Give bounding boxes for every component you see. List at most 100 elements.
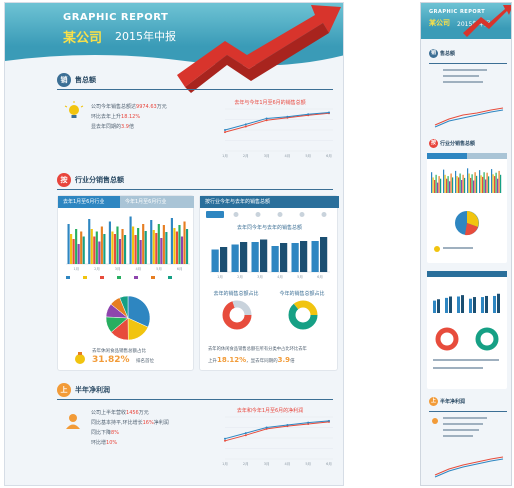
x-tick-label: 1月 [222,153,228,158]
tab-last-year[interactable]: 去年1月至6月行业 [58,196,120,208]
thumb-bar [497,293,500,313]
thumb-title-1: 售总额 [440,51,456,57]
section1-chart-title: 去年与今年1月至6月的销售总额 [234,100,306,106]
bar [220,247,228,272]
industry-filter-chips[interactable] [206,211,334,219]
data-point [328,111,330,114]
thumb-bar [495,172,497,193]
comparison-bar-chart: 1月 2月 3月 4月 5月 6月 [210,237,330,279]
thumb-bar [458,177,460,193]
x-tick-label: 2月 [243,461,249,466]
thumb-bar [476,175,478,193]
infographic-main: GRAPHIC REPORT 某公司 2015年中报 销 售总额 公司今年销售总… [4,2,344,486]
pie-slice [127,295,151,328]
bar [129,216,132,264]
section-net-profit: 上 半年净利润 公司上半年营收1456万元 同比基本持平,环比增长16%净利润 … [5,379,343,485]
bar [160,238,163,264]
pie-caption: 去年休闲食品销售总额占比 [92,349,146,354]
x-tick-label: 6月 [326,461,332,466]
x-tick-label: 3月 [257,274,263,279]
thumb-bar [473,297,476,313]
header-title-en: GRAPHIC REPORT [63,12,169,23]
x-tick-label: 3月 [264,461,270,466]
data-point [244,123,247,126]
bar [152,230,155,264]
thumb-bar [447,176,449,193]
bar [251,242,259,272]
data-point [224,131,226,134]
thumb-bar [438,176,440,193]
thumb-bar [457,296,460,313]
section1-divider [57,89,333,90]
bar [67,224,70,264]
section3-line2: 同比基本持平,环比增长16%净利润 [91,420,169,426]
section1-line3: 显去年同期的3.9倍 [91,124,134,130]
bar [291,243,299,272]
thumb-bar [452,177,454,193]
data-point [244,432,247,435]
x-tick-label: 6月 [317,274,323,279]
donut1-title: 去年的销售总额占比 [213,291,259,297]
data-point [286,424,289,427]
thumb-bar [434,180,436,193]
money-bag-icon [75,352,85,364]
series-line-1 [224,112,330,131]
bar [142,224,145,264]
infographic-thumbnail: GRAPHIC REPORT 某公司 2015年中报 销 售总额 按 行业分销售… [420,2,512,486]
bar [111,231,114,264]
thumb-bar [433,300,436,313]
tab-this-year[interactable]: 今年1月至6月行业 [120,196,194,208]
section-industry-sales: 按 行业分销售总额 去年1月至6月行业 今年1月至6月行业 1月 2月 3月 4月 5月… [5,169,343,375]
data-point [286,115,289,118]
thumb-bar [486,172,488,193]
thumb-bar [437,182,439,193]
bar [144,231,147,264]
bar [77,244,80,264]
legend-swatch [117,276,121,279]
legend-swatch [83,276,87,279]
thumb-badge-1: 销 [429,49,438,58]
bar [170,218,173,264]
right-tab[interactable]: 按行业今年与去年的销售总额 [200,196,339,208]
section-sales-total: 销 售总额 公司今年销售总额达9974.63万元 环比去年上升18.12% 显去… [5,69,343,167]
right-text-1: 去年的休闲食品销售总额在所有分类中占比环比去年 [208,347,307,352]
section3-line4: 环比增10% [91,440,118,446]
bar [116,226,119,264]
thumb-bar [464,177,466,193]
bar [178,225,181,264]
pie-tail: 排名首位 [136,359,154,364]
bar [231,244,239,272]
year-title: 2015年中报 [115,30,176,43]
x-tick-label: 4月 [135,266,141,271]
thumb-bar [461,180,463,193]
bar [103,234,106,264]
section3-badge: 上 [57,383,71,397]
legend-swatch [134,276,138,279]
data-point [307,421,310,424]
sales-line-chart: 1月 2月 3月 4月 5月 6月 [222,108,333,158]
industry-bar-chart: 1月 2月 3月 4月 5月 6月 [66,216,190,279]
thumb-bar [492,174,494,193]
thumb-bar [446,178,448,193]
bar [88,219,91,264]
thumb-bar [471,174,473,193]
section3-line3: 同比下降8% [91,430,119,436]
x-tick-label: 6月 [177,266,183,271]
thumb-bar [431,172,433,193]
thumb-title-en: GRAPHIC REPORT [429,9,486,15]
thumb-bar [467,168,469,193]
data-point [224,439,226,442]
thumb-bar [440,178,442,193]
data-point [307,423,310,425]
x-tick-label: 4月 [285,153,291,158]
bar [121,229,124,264]
thumb-bar [435,174,437,193]
data-point [265,119,268,122]
thumb-bar [488,176,490,193]
thumb-bar [494,176,496,193]
x-tick-label: 4月 [277,274,283,279]
bar [311,241,319,272]
data-point [224,129,226,131]
thumb-bar [493,295,496,313]
x-tick-label: 1月 [73,266,79,271]
